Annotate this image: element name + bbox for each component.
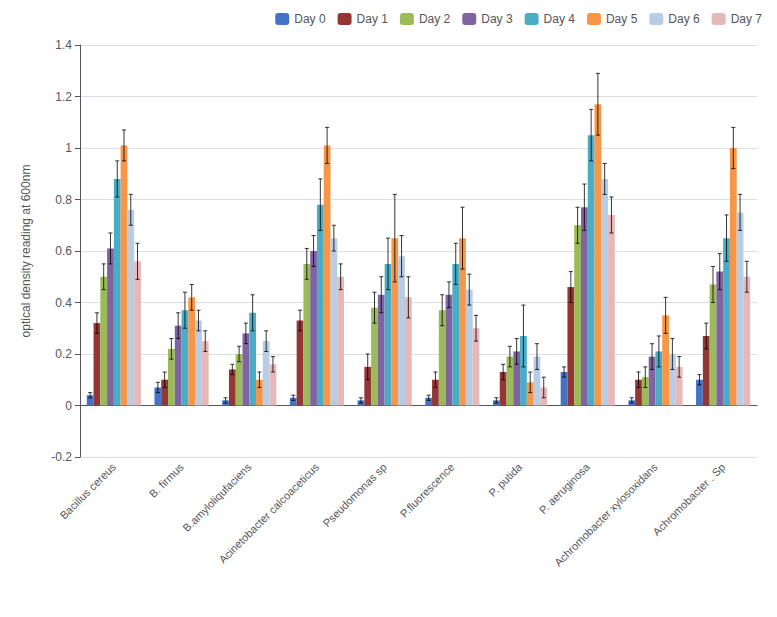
svg-text:B. firmus: B. firmus [147,460,186,499]
svg-text:Day 7: Day 7 [731,12,763,26]
svg-text:B.amyloliqufaciens: B.amyloliqufaciens [180,460,254,534]
svg-text:Achromobacter xylosoxidans: Achromobacter xylosoxidans [552,460,660,568]
svg-text:Day 5: Day 5 [606,12,638,26]
svg-text:1: 1 [65,141,72,155]
svg-text:Bacillus cereus: Bacillus cereus [57,460,118,521]
svg-text:P.fluorescence: P.fluorescence [398,461,457,520]
svg-text:Day 1: Day 1 [357,12,389,26]
svg-text:0.8: 0.8 [55,193,72,207]
svg-text:1.2: 1.2 [55,90,72,104]
svg-text:Day 0: Day 0 [294,12,326,26]
svg-text:Day 6: Day 6 [668,12,700,26]
svg-text:Achromobacter . Sp: Achromobacter . Sp [650,461,727,538]
svg-text:0.4: 0.4 [55,296,72,310]
svg-text:Day 3: Day 3 [481,12,513,26]
svg-text:0: 0 [65,399,72,413]
svg-text:Acinetobacter calcoaceticus: Acinetobacter calcoaceticus [216,460,321,565]
svg-text:P. putida: P. putida [486,460,525,499]
svg-text:Day 4: Day 4 [544,12,576,26]
svg-text:0.2: 0.2 [55,347,72,361]
svg-text:1.4: 1.4 [55,38,72,52]
svg-text:-0.2: -0.2 [51,450,72,464]
svg-text:P. aeruginosa: P. aeruginosa [537,460,593,516]
svg-text:0.6: 0.6 [55,244,72,258]
svg-text:optical density reading at 600: optical density reading at 600nm [19,165,33,338]
svg-text:Day 2: Day 2 [419,12,451,26]
svg-text:Pseudomonas sp: Pseudomonas sp [320,461,389,530]
